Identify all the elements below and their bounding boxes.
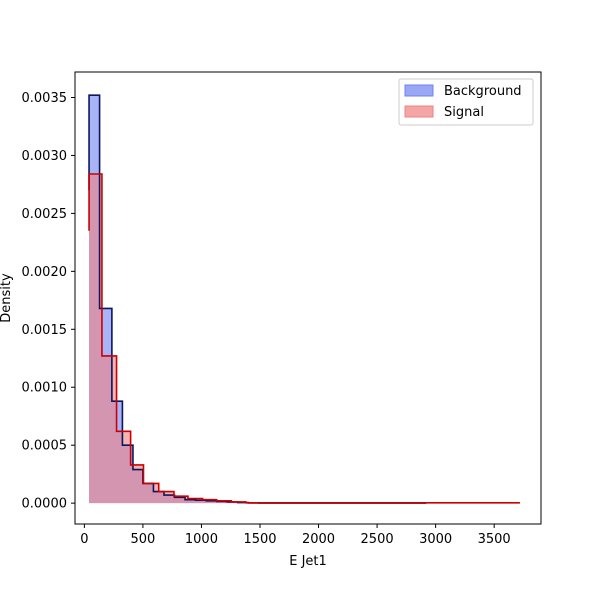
y-tick-label: 0.0030: [22, 149, 68, 164]
x-tick-label: 1500: [243, 532, 276, 547]
y-axis: 0.0000 0.0005 0.0010 0.0015 0.0020 0.0025 0.00…: [22, 91, 75, 512]
x-axis: 0 500 1000 1500 2000 2500 3000 3500: [80, 524, 511, 547]
y-tick-label: 0.0025: [22, 207, 68, 222]
x-tick-label: 1000: [185, 532, 218, 547]
y-tick-label: 0.0000: [22, 497, 68, 512]
x-tick-label: 500: [130, 532, 155, 547]
legend-label-signal: Signal: [444, 105, 484, 120]
legend-label-background: Background: [444, 84, 522, 99]
series-fill-signal: [89, 173, 520, 504]
x-tick-label: 3000: [419, 532, 452, 547]
x-tick-label: 3500: [478, 532, 511, 547]
y-tick-label: 0.0005: [22, 439, 68, 454]
legend-swatch-background: [404, 84, 434, 97]
x-tick-label: 2000: [302, 532, 335, 547]
series-layer: [88, 94, 520, 504]
legend-swatch-signal: [404, 105, 434, 118]
x-tick-label: 0: [80, 532, 88, 547]
y-tick-label: 0.0035: [22, 91, 68, 106]
legend: Background Signal: [398, 78, 534, 126]
y-tick-label: 0.0010: [22, 381, 68, 396]
y-tick-label: 0.0015: [22, 323, 68, 338]
axes-frame: [74, 71, 542, 525]
series-outline-signal: [88, 173, 520, 504]
y-axis-label: Density: [0, 273, 14, 323]
y-tick-label: 0.0020: [22, 265, 68, 280]
x-axis-label: E Jet1: [289, 554, 327, 569]
x-tick-label: 2500: [361, 532, 394, 547]
